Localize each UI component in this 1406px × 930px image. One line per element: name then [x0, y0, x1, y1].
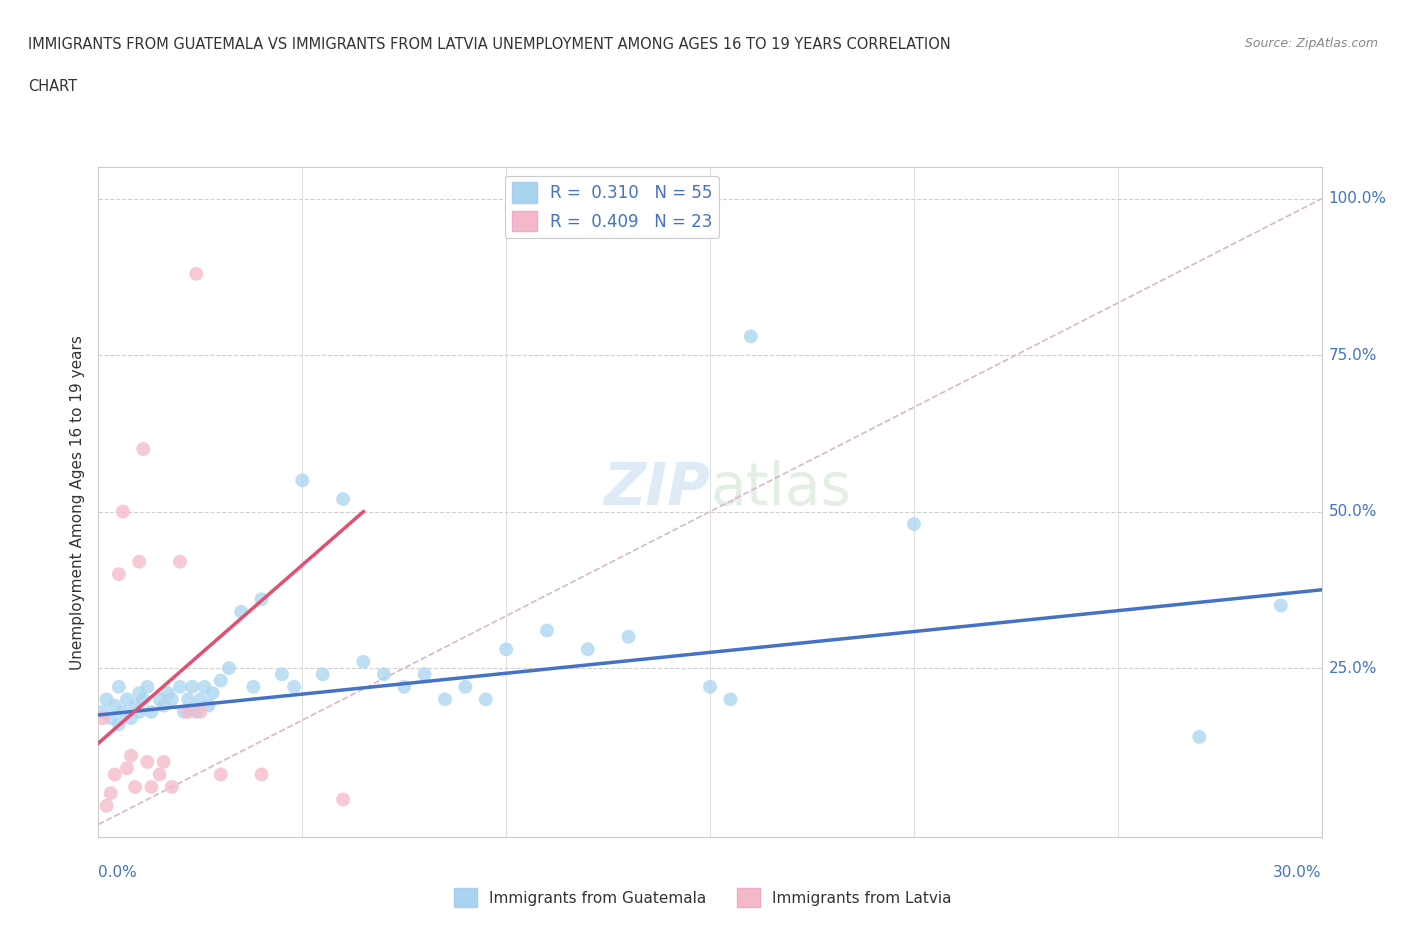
Point	[120, 749, 142, 764]
Point	[197, 698, 219, 713]
Point	[699, 680, 721, 695]
Text: 30.0%: 30.0%	[1274, 865, 1322, 880]
Point	[250, 591, 273, 606]
Point	[188, 692, 212, 707]
Point	[108, 566, 131, 581]
Point	[141, 779, 163, 794]
Point	[617, 630, 640, 644]
Legend: Immigrants from Guatemala, Immigrants from Latvia: Immigrants from Guatemala, Immigrants fr…	[449, 883, 957, 913]
Point	[104, 698, 127, 713]
Point	[141, 704, 163, 719]
Point	[91, 711, 114, 725]
Point	[149, 692, 172, 707]
Point	[201, 685, 224, 700]
Text: Source: ZipAtlas.com: Source: ZipAtlas.com	[1244, 37, 1378, 50]
Point	[242, 680, 264, 695]
Point	[96, 798, 118, 813]
Point	[108, 680, 131, 695]
Point	[181, 680, 204, 695]
Point	[312, 667, 335, 682]
Point	[495, 642, 517, 657]
Text: 100.0%: 100.0%	[1329, 192, 1386, 206]
Point	[903, 517, 925, 532]
Point	[152, 754, 174, 769]
Point	[115, 761, 138, 776]
Point	[231, 604, 253, 619]
Point	[188, 704, 212, 719]
Point	[91, 704, 114, 719]
Point	[156, 685, 179, 700]
Point	[413, 667, 436, 682]
Point	[718, 692, 742, 707]
Point	[128, 704, 150, 719]
Point	[186, 266, 208, 281]
Point	[160, 692, 183, 707]
Point	[332, 792, 354, 807]
Text: 50.0%: 50.0%	[1329, 504, 1376, 519]
Text: 25.0%: 25.0%	[1329, 660, 1376, 675]
Point	[536, 623, 558, 638]
Point	[291, 472, 314, 487]
Point	[373, 667, 395, 682]
Point	[209, 673, 232, 688]
Point	[136, 754, 159, 769]
Legend: R =  0.310   N = 55, R =  0.409   N = 23: R = 0.310 N = 55, R = 0.409 N = 23	[505, 176, 720, 238]
Point	[136, 680, 159, 695]
Point	[270, 667, 294, 682]
Y-axis label: Unemployment Among Ages 16 to 19 years: Unemployment Among Ages 16 to 19 years	[69, 335, 84, 670]
Point	[124, 779, 146, 794]
Point	[104, 767, 127, 782]
Point	[218, 660, 240, 675]
Point	[1188, 729, 1211, 744]
Point	[96, 692, 118, 707]
Point	[352, 655, 374, 670]
Point	[434, 692, 457, 707]
Point	[120, 711, 142, 725]
Point	[250, 767, 273, 782]
Point	[128, 554, 150, 569]
Point	[454, 680, 477, 695]
Point	[152, 698, 174, 713]
Text: 75.0%: 75.0%	[1329, 348, 1376, 363]
Point	[209, 767, 232, 782]
Text: atlas: atlas	[710, 460, 851, 517]
Point	[108, 717, 131, 732]
Point	[474, 692, 498, 707]
Point	[1270, 598, 1292, 613]
Point	[576, 642, 599, 657]
Point	[132, 442, 155, 457]
Text: ZIP: ZIP	[603, 460, 710, 517]
Point	[111, 504, 134, 519]
Text: 0.0%: 0.0%	[98, 865, 138, 880]
Point	[169, 554, 191, 569]
Point	[193, 680, 215, 695]
Point	[132, 692, 155, 707]
Point	[100, 711, 122, 725]
Point	[173, 704, 195, 719]
Point	[115, 692, 138, 707]
Point	[160, 779, 183, 794]
Point	[392, 680, 416, 695]
Point	[177, 692, 200, 707]
Point	[169, 680, 191, 695]
Point	[177, 704, 200, 719]
Point	[128, 685, 150, 700]
Text: CHART: CHART	[28, 79, 77, 94]
Point	[740, 329, 762, 344]
Point	[100, 786, 122, 801]
Point	[332, 492, 354, 507]
Point	[186, 704, 208, 719]
Text: IMMIGRANTS FROM GUATEMALA VS IMMIGRANTS FROM LATVIA UNEMPLOYMENT AMONG AGES 16 T: IMMIGRANTS FROM GUATEMALA VS IMMIGRANTS …	[28, 37, 950, 52]
Point	[149, 767, 172, 782]
Point	[283, 680, 305, 695]
Point	[111, 704, 134, 719]
Point	[124, 698, 146, 713]
